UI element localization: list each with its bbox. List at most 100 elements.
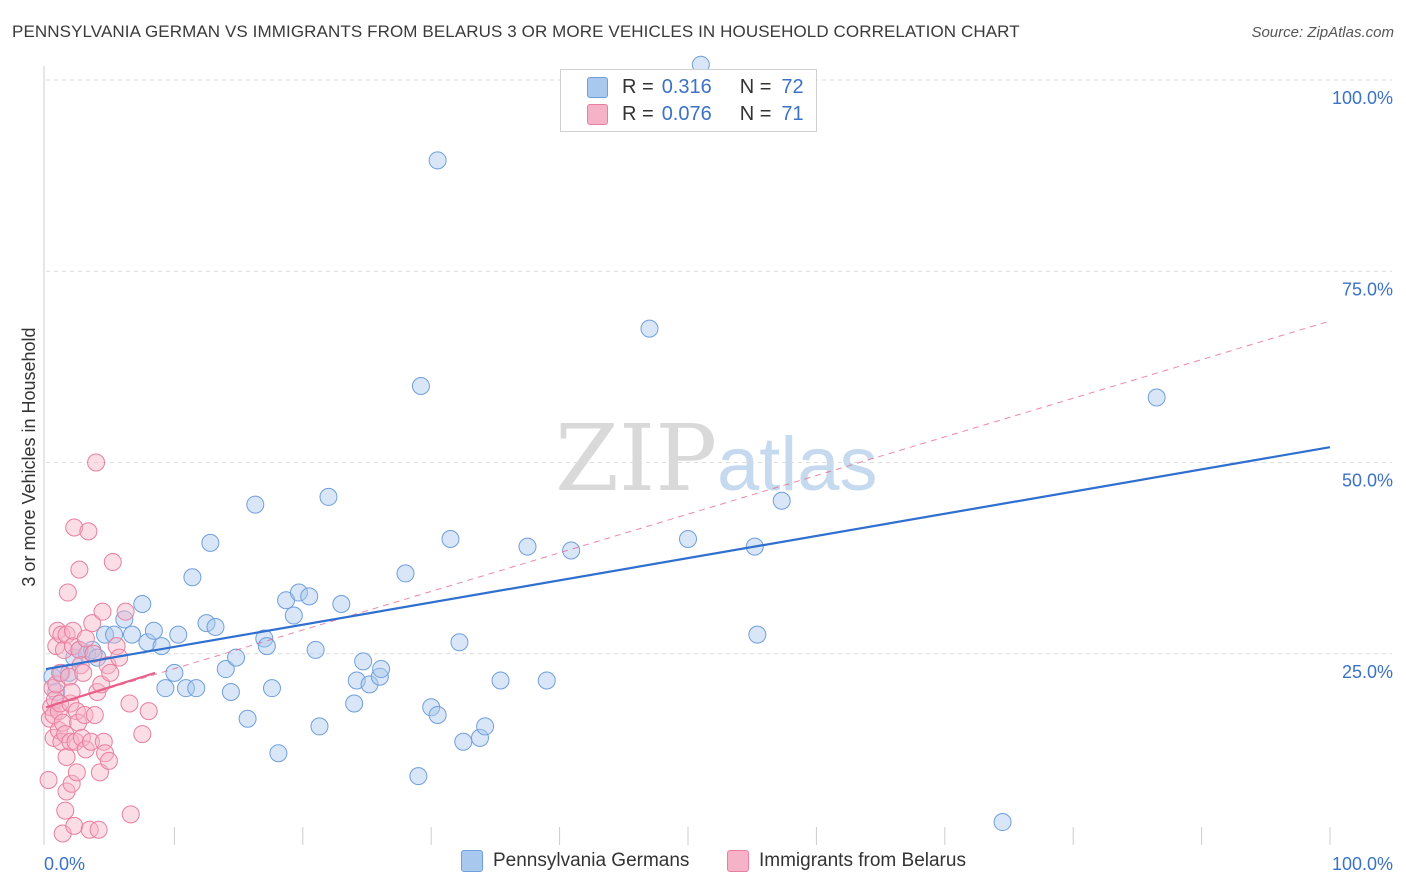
point-pennsylvania-germans [454,732,473,751]
point-pennsylvania-germans [1147,388,1166,407]
point-pennsylvania-germans [187,679,206,698]
point-pennsylvania-germans [115,610,134,629]
point-immigrants-belarus [94,732,113,751]
y-axis-label: 3 or more Vehicles in Household [19,327,39,586]
point-pennsylvania-germans [537,671,556,690]
y-tick-label: 100.0% [1332,88,1393,108]
point-pennsylvania-germans [411,377,430,395]
watermark-zip: ZIP [555,405,717,512]
point-immigrants-belarus [57,748,76,767]
point-pennsylvania-germans [428,705,447,724]
point-pennsylvania-germans [370,667,389,686]
point-pennsylvania-germans [562,541,581,560]
point-pennsylvania-germans [354,652,373,671]
legend: R = 0.316 N = 72 R = 0.076 N = 71 [560,69,817,132]
point-pennsylvania-germans [238,709,257,728]
point-pennsylvania-germans [152,637,171,656]
point-pennsylvania-germans [360,675,379,694]
watermark-atlas: atlas [717,422,878,507]
point-immigrants-belarus [85,705,104,724]
legend-row-pennsylvania: R = 0.316 N = 72 [587,74,804,100]
legend-row-belarus: R = 0.076 N = 71 [587,101,804,127]
point-pennsylvania-germans [165,663,184,682]
y-tick-label: 25.0% [1342,662,1393,682]
point-pennsylvania-germans [197,614,216,633]
point-immigrants-belarus [62,774,81,793]
point-immigrants-belarus [93,602,112,621]
point-immigrants-belarus [52,625,71,644]
point-pennsylvania-germans [257,637,276,656]
point-immigrants-belarus [133,725,152,744]
point-pennsylvania-germans [518,537,537,556]
point-immigrants-belarus [70,640,89,659]
point-pennsylvania-germans [310,717,329,736]
point-immigrants-belarus [65,816,84,835]
point-immigrants-belarus [74,663,93,682]
point-pennsylvania-germans [221,683,240,701]
point-pennsylvania-germans [227,648,246,667]
point-immigrants-belarus [69,713,88,732]
point-immigrants-belarus [79,522,98,541]
point-immigrants-belarus [81,732,100,751]
point-pennsylvania-germans [428,151,447,170]
point-pennsylvania-germans [262,679,281,698]
point-pennsylvania-germans [156,679,175,698]
x-tick-label: 100.0% [1332,854,1393,874]
legend-r-value: 0.316 [661,75,712,98]
point-pennsylvania-germans [206,617,225,636]
legend-r-label: R = [622,75,654,98]
axes [43,66,1331,845]
point-pennsylvania-germans [332,595,351,614]
point-pennsylvania-germans [269,744,288,763]
trendline-0 [45,446,1331,671]
source-label: Source: ZipAtlas.com [1251,24,1394,41]
point-pennsylvania-germans [169,625,188,644]
point-immigrants-belarus [101,663,120,682]
point-pennsylvania-germans [491,671,510,690]
bottom-legend-swatch-pink [727,850,749,872]
point-pennsylvania-germans [993,813,1012,832]
point-pennsylvania-germans [372,660,391,679]
point-immigrants-belarus [89,820,108,839]
bottom-legend-swatch-blue [461,850,483,872]
point-immigrants-belarus [65,518,84,537]
point-pennsylvania-germans [246,495,265,514]
point-immigrants-belarus [103,552,122,571]
point-pennsylvania-germans [679,530,697,548]
point-pennsylvania-germans [748,625,767,644]
point-immigrants-belarus [70,560,89,579]
point-pennsylvania-germans [319,487,338,506]
chart-title: PENNSYLVANIA GERMAN VS IMMIGRANTS FROM B… [12,22,1020,41]
point-pennsylvania-germans [772,491,791,510]
bottom-legend-belarus: Immigrants from Belarus [727,850,966,872]
point-pennsylvania-germans [450,633,469,652]
point-immigrants-belarus [83,614,102,633]
point-pennsylvania-germans [144,621,163,640]
point-immigrants-belarus [51,663,70,682]
point-immigrants-belarus [72,728,91,747]
legend-n-label: N = [739,102,772,125]
point-pennsylvania-germans [105,625,124,644]
bottom-legend-label: Pennsylvania Germans [493,850,690,871]
point-immigrants-belarus [67,763,86,782]
point-pennsylvania-germans [345,694,364,713]
legend-r-label: R = [622,102,654,125]
point-immigrants-belarus [107,637,126,656]
point-immigrants-belarus [99,751,118,770]
legend-swatch-blue [587,76,608,98]
point-pennsylvania-germans [300,587,319,606]
point-immigrants-belarus [121,805,140,824]
point-immigrants-belarus [56,801,75,820]
point-immigrants-belarus [62,683,81,701]
gridlines [46,79,1392,655]
point-immigrants-belarus [61,732,80,751]
y-tick-label: 75.0% [1342,279,1393,299]
watermark: ZIP atlas [555,405,878,512]
bottom-legend-label: Immigrants from Belarus [759,850,966,871]
point-immigrants-belarus [53,713,72,732]
point-pennsylvania-germans [289,583,308,602]
trendline-extended-1 [45,320,1331,708]
tick-labels: 25.0% 50.0% 75.0% 100.0% 0.0% 100.0% [44,88,1393,874]
x-tick-label: 0.0% [44,854,85,874]
y-tick-label: 50.0% [1342,471,1393,491]
